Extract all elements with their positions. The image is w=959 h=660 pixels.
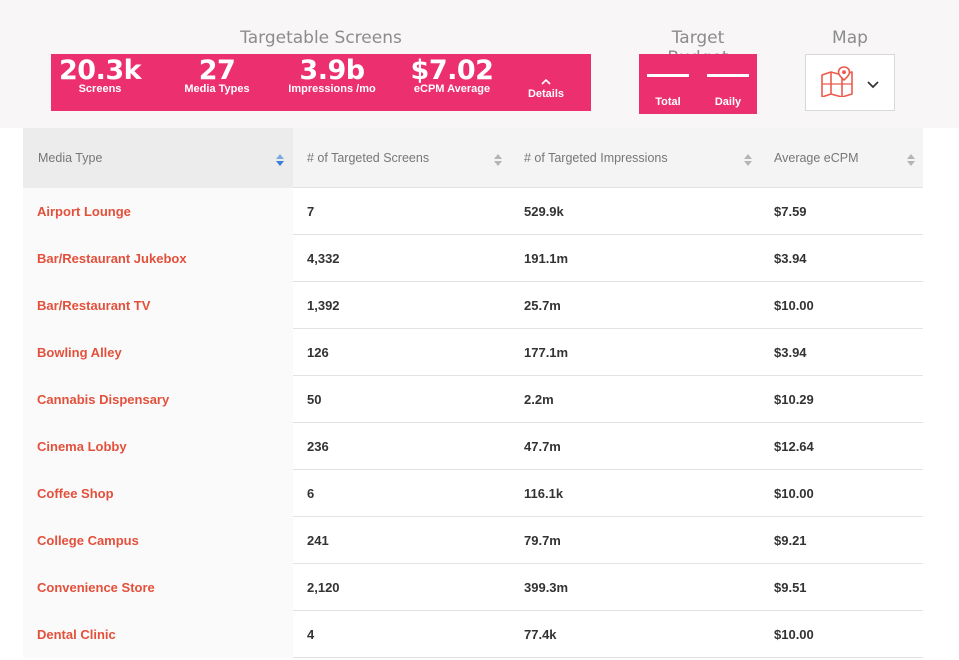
table-row: Cannabis Dispensary 50 2.2m $10.29	[23, 376, 923, 423]
map-dropdown-button[interactable]	[805, 54, 895, 111]
budget-total-label: Total	[655, 96, 681, 108]
table-row: Bar/Restaurant Jukebox 4,332 191.1m $3.9…	[23, 235, 923, 282]
media-type-link[interactable]: Coffee Shop	[37, 486, 114, 501]
table-row: Dental Clinic 4 77.4k $10.00	[23, 611, 923, 658]
sort-icon[interactable]	[907, 153, 915, 166]
column-header-targeted-screens[interactable]: # of Targeted Screens	[307, 151, 430, 165]
stat-impressions: 3.9b Impressions /mo	[287, 54, 377, 95]
stat-value: 20.3k	[59, 55, 142, 86]
table-row: Convenience Store 2,120 399.3m $9.51	[23, 564, 923, 611]
stat-screens: 20.3k Screens	[59, 54, 142, 95]
table-row: Airport Lounge 7 529.9k $7.59	[23, 188, 923, 235]
stat-value: 3.9b	[299, 55, 365, 86]
targeted-impressions-cell: 25.7m	[524, 298, 561, 313]
average-ecpm-cell: $3.94	[774, 345, 807, 360]
media-type-link[interactable]: Bowling Alley	[37, 345, 122, 360]
average-ecpm-cell: $3.94	[774, 251, 807, 266]
targeted-screens-cell: 126	[307, 345, 329, 360]
targetable-screens-panel: 20.3k Screens 27 Media Types 3.9b Impres…	[51, 54, 591, 111]
targeted-impressions-cell: 177.1m	[524, 345, 569, 360]
chevron-down-icon	[866, 77, 880, 95]
chevron-up-icon	[519, 74, 573, 86]
targeted-impressions-cell: 77.4k	[524, 627, 557, 642]
targetable-screens-title: Targetable Screens	[240, 28, 402, 48]
targeted-screens-cell: 2,120	[307, 580, 340, 595]
targeted-screens-cell: 1,392	[307, 298, 340, 313]
table-row: College Campus 241 79.7m $9.21	[23, 517, 923, 564]
budget-daily-label: Daily	[714, 96, 742, 108]
table-row: Bar/Restaurant TV 1,392 25.7m $10.00	[23, 282, 923, 329]
average-ecpm-cell: $10.00	[774, 627, 814, 642]
stat-media-types: 27 Media Types	[177, 54, 257, 95]
media-type-link[interactable]: Bar/Restaurant Jukebox	[37, 251, 187, 266]
media-type-table: Media Type # of Targeted Screens # of Ta…	[23, 128, 923, 658]
table-header: Media Type # of Targeted Screens # of Ta…	[23, 128, 923, 188]
budget-daily[interactable]: Daily	[705, 54, 751, 108]
sort-icon[interactable]	[494, 153, 502, 166]
targeted-screens-cell: 6	[307, 486, 315, 501]
column-header-media-type[interactable]: Media Type	[38, 151, 103, 165]
targeted-impressions-cell: 79.7m	[524, 533, 561, 548]
average-ecpm-cell: $12.64	[774, 439, 814, 454]
average-ecpm-cell: $10.29	[774, 392, 814, 407]
average-ecpm-cell: $10.00	[774, 486, 814, 501]
average-ecpm-cell: $10.00	[774, 298, 814, 313]
details-toggle-button[interactable]: Details	[519, 74, 573, 100]
targeted-screens-cell: 241	[307, 533, 329, 548]
stat-label: Screens	[78, 83, 122, 95]
targeted-screens-cell: 7	[307, 204, 315, 219]
stat-label: Impressions /mo	[288, 83, 376, 95]
targeted-screens-cell: 4,332	[307, 251, 340, 266]
targeted-impressions-cell: 399.3m	[524, 580, 569, 595]
table-row: Bowling Alley 126 177.1m $3.94	[23, 329, 923, 376]
budget-daily-value	[707, 74, 749, 77]
media-type-link[interactable]: Cinema Lobby	[37, 439, 127, 454]
table-row: Cinema Lobby 236 47.7m $12.64	[23, 423, 923, 470]
average-ecpm-cell: $9.21	[774, 533, 807, 548]
column-header-average-ecpm[interactable]: Average eCPM	[774, 151, 859, 165]
targeted-impressions-cell: 191.1m	[524, 251, 569, 266]
sort-icon-active[interactable]	[276, 153, 284, 166]
targeted-screens-cell: 236	[307, 439, 329, 454]
stat-value: $7.02	[410, 55, 494, 86]
targeted-impressions-cell: 529.9k	[524, 204, 564, 219]
map-title: Map	[832, 28, 868, 48]
targeted-screens-cell: 4	[307, 627, 315, 642]
media-type-link[interactable]: Dental Clinic	[37, 627, 116, 642]
summary-header: Targetable Screens 20.3k Screens 27 Medi…	[0, 0, 959, 128]
average-ecpm-cell: $7.59	[774, 204, 807, 219]
budget-total-value	[647, 74, 689, 77]
map-icon	[820, 65, 854, 102]
stat-label: eCPM Average	[413, 83, 491, 95]
media-type-link[interactable]: Airport Lounge	[37, 204, 131, 219]
target-budget-panel: Total Daily	[639, 54, 757, 114]
targeted-impressions-cell: 2.2m	[524, 392, 554, 407]
media-type-link[interactable]: College Campus	[37, 533, 139, 548]
media-type-link[interactable]: Bar/Restaurant TV	[37, 298, 151, 313]
table-body: Airport Lounge 7 529.9k $7.59 Bar/Restau…	[23, 188, 923, 658]
budget-total[interactable]: Total	[645, 54, 691, 108]
average-ecpm-cell: $9.51	[774, 580, 807, 595]
details-label: Details	[527, 88, 565, 100]
stat-ecpm: $7.02 eCPM Average	[407, 54, 497, 95]
column-header-targeted-impressions[interactable]: # of Targeted Impressions	[524, 151, 668, 165]
media-type-link[interactable]: Convenience Store	[37, 580, 155, 595]
stat-value: 27	[198, 55, 236, 86]
targeted-screens-cell: 50	[307, 392, 322, 407]
targeted-impressions-cell: 116.1k	[524, 486, 564, 501]
media-type-link[interactable]: Cannabis Dispensary	[37, 392, 170, 407]
stat-label: Media Types	[184, 83, 250, 95]
sort-icon[interactable]	[744, 153, 752, 166]
table-row: Coffee Shop 6 116.1k $10.00	[23, 470, 923, 517]
targeted-impressions-cell: 47.7m	[524, 439, 561, 454]
